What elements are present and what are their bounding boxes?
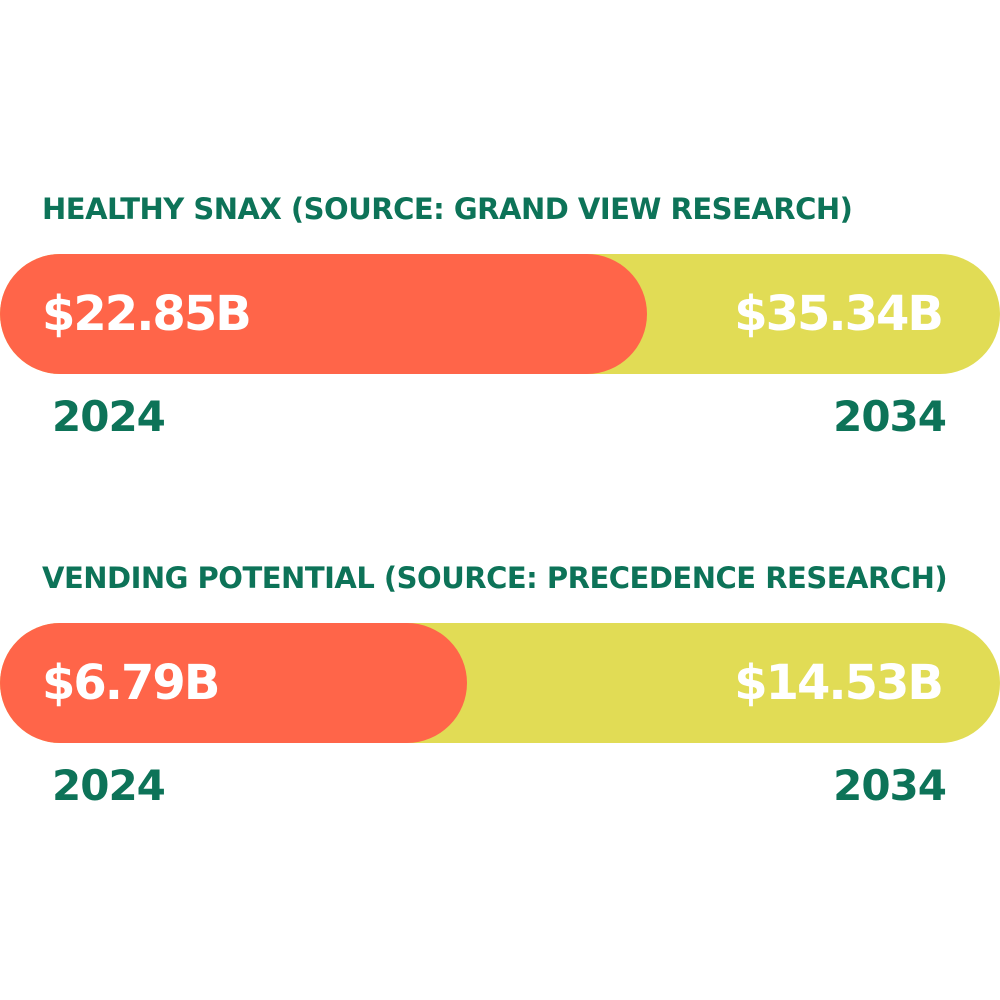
year-label-2024: 2024 (52, 392, 166, 441)
value-label-2024: $6.79B (42, 655, 220, 711)
chart-vending-potential: VENDING POTENTIAL (SOURCE: PRECEDENCE RE… (0, 561, 1000, 810)
year-label-2024: 2024 (52, 761, 166, 810)
bar-2024 (0, 254, 647, 374)
bar-2034: $6.79B $14.53B (0, 623, 1000, 743)
chart-healthy-snax: HEALTHY SNAX (SOURCE: GRAND VIEW RESEARC… (0, 192, 1000, 441)
chart-title: VENDING POTENTIAL (SOURCE: PRECEDENCE RE… (42, 561, 948, 595)
year-label-2034: 2034 (833, 761, 947, 810)
bar-2024 (0, 623, 467, 743)
bar-2034: $22.85B $35.34B (0, 254, 1000, 374)
chart-title: HEALTHY SNAX (SOURCE: GRAND VIEW RESEARC… (42, 192, 853, 226)
value-label-2034: $35.34B (734, 286, 944, 342)
year-label-2034: 2034 (833, 392, 947, 441)
value-label-2024: $22.85B (42, 286, 252, 342)
value-label-2034: $14.53B (734, 655, 944, 711)
